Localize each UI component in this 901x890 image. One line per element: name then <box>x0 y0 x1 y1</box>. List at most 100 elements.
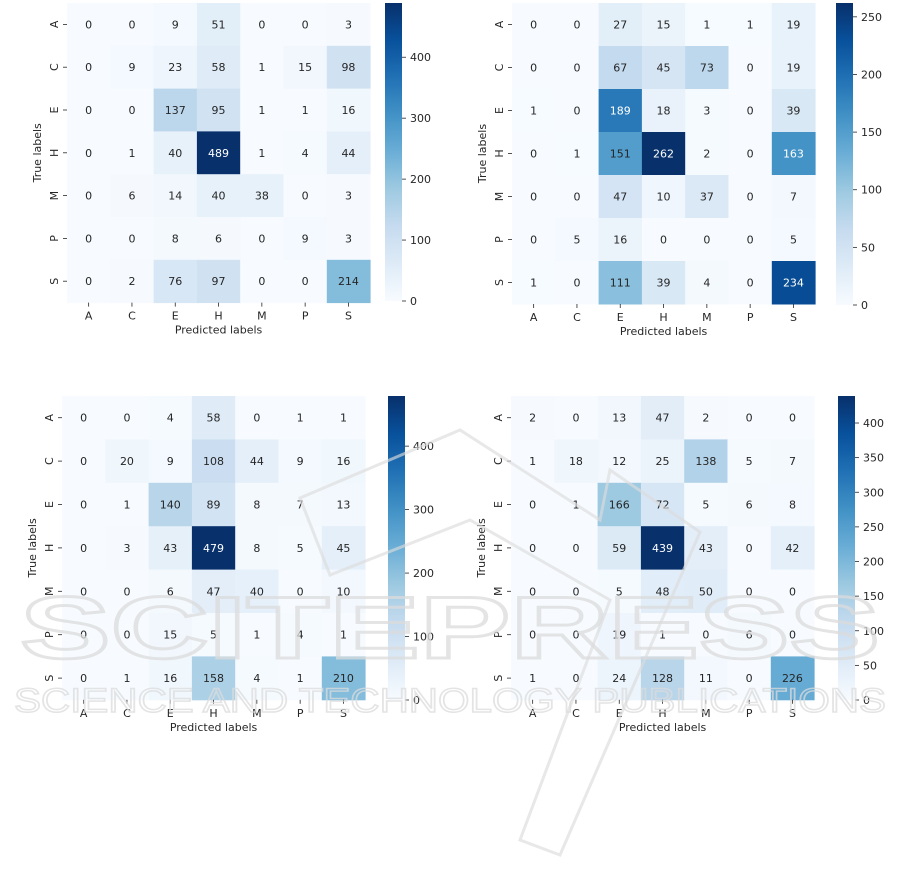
cell-value-label: 0 <box>128 18 135 31</box>
heatmap-cell <box>191 396 236 440</box>
colorbar-tick-label: 400 <box>863 417 884 430</box>
x-tick-label: M <box>252 707 262 720</box>
heatmap-cell <box>62 613 106 657</box>
heatmap-cell <box>326 45 371 90</box>
cell-value-label: 140 <box>160 499 181 512</box>
cell-value-label: 151 <box>610 148 631 161</box>
cell-value-label: 0 <box>85 190 92 203</box>
cell-value-label: 108 <box>203 455 224 468</box>
cell-value-label: 137 <box>165 104 186 117</box>
cell-value-label: 9 <box>172 18 179 31</box>
x-axis-label: Predicted labels <box>619 721 707 734</box>
cell-value-label: 1 <box>297 412 304 425</box>
heatmap-cell <box>191 526 236 571</box>
y-axis-label: True labels <box>31 123 44 183</box>
cell-value-label: 0 <box>573 19 580 32</box>
heatmap-cell <box>153 259 198 304</box>
heatmap-cell <box>555 261 600 305</box>
heatmap-cell <box>148 396 193 440</box>
y-tick-label: A <box>48 20 61 28</box>
cell-value-label: 0 <box>529 499 536 512</box>
cell-value-label: 6 <box>128 190 135 203</box>
x-tick-label: P <box>297 707 304 720</box>
cell-value-label: 2 <box>128 275 135 288</box>
colorbar-tick-label: 250 <box>861 11 882 24</box>
cell-value-label: 0 <box>80 412 87 425</box>
y-tick-label: M <box>492 587 505 597</box>
cell-value-label: 97 <box>212 275 226 288</box>
x-axis-label: Predicted labels <box>620 325 708 338</box>
heatmap-cell <box>62 439 106 484</box>
cell-value-label: 0 <box>746 412 753 425</box>
colorbar-tick-label: 150 <box>863 590 884 603</box>
heatmap-cell <box>235 526 279 571</box>
cell-value-label: 0 <box>258 232 265 245</box>
heatmap-cell <box>326 217 371 261</box>
cell-value-label: 0 <box>253 412 260 425</box>
heatmap-cell <box>555 175 600 219</box>
heatmap-cell <box>110 45 155 90</box>
x-axis-label: Predicted labels <box>175 324 263 337</box>
cell-value-label: 0 <box>572 585 579 598</box>
heatmap-cell <box>598 132 643 176</box>
y-tick-label: H <box>492 544 505 552</box>
cell-value-label: 72 <box>656 499 670 512</box>
heatmap-cell <box>62 526 106 571</box>
y-tick-label: M <box>493 192 506 202</box>
x-tick-label: A <box>80 707 88 720</box>
cell-value-label: 0 <box>529 629 536 642</box>
cell-value-label: 6 <box>746 499 753 512</box>
cell-value-label: 16 <box>336 455 350 468</box>
cell-value-label: 9 <box>297 455 304 468</box>
cell-value-label: 8 <box>172 232 179 245</box>
cell-value-label: 5 <box>210 629 217 642</box>
cell-value-label: 45 <box>336 542 350 555</box>
heatmap-cell <box>240 217 284 261</box>
cell-value-label: 0 <box>530 19 537 32</box>
cell-value-label: 3 <box>345 190 352 203</box>
cell-value-label: 7 <box>297 499 304 512</box>
heatmap-cell <box>685 132 729 176</box>
y-tick-label: A <box>493 20 506 28</box>
cell-value-label: 95 <box>212 104 226 117</box>
y-tick-label: C <box>493 63 506 71</box>
cell-value-label: 47 <box>656 412 670 425</box>
heatmap-cell <box>196 88 241 132</box>
heatmap-cell <box>283 88 328 132</box>
heatmap-cell <box>110 88 155 132</box>
cell-value-label: 214 <box>338 275 359 288</box>
cell-value-label: 0 <box>747 191 754 204</box>
colorbar <box>836 3 853 305</box>
cell-value-label: 9 <box>302 232 309 245</box>
heatmap-cell <box>727 613 772 657</box>
heatmap-cell <box>512 132 556 176</box>
cell-value-label: 47 <box>207 585 221 598</box>
y-axis-label: True labels <box>475 518 488 578</box>
cell-value-label: 0 <box>747 234 754 247</box>
cell-value-label: 0 <box>746 672 753 685</box>
cell-value-label: 0 <box>128 232 135 245</box>
cell-value-label: 479 <box>203 542 224 555</box>
cell-value-label: 138 <box>695 455 716 468</box>
y-tick-label: P <box>48 235 61 242</box>
cell-value-label: 0 <box>302 275 309 288</box>
cell-value-label: 19 <box>786 19 800 32</box>
colorbar-tick-label: 200 <box>413 567 434 580</box>
y-tick-label: E <box>493 107 506 114</box>
heatmap-cell <box>598 46 643 90</box>
colorbar-tick-label: 0 <box>863 694 870 707</box>
heatmap-cell <box>641 261 686 305</box>
cell-value-label: 0 <box>530 62 537 75</box>
cell-value-label: 262 <box>653 148 674 161</box>
cell-value-label: 1 <box>530 105 537 118</box>
cell-value-label: 1 <box>659 629 666 642</box>
heatmap-cell <box>67 45 111 90</box>
colorbar-tick-label: 400 <box>413 440 434 453</box>
cell-value-label: 48 <box>656 585 670 598</box>
x-axis-label: Predicted labels <box>170 721 258 734</box>
cell-value-label: 0 <box>572 629 579 642</box>
x-tick-label: S <box>789 707 796 720</box>
heatmap-cell <box>240 174 284 218</box>
heatmap-cell <box>512 175 556 219</box>
